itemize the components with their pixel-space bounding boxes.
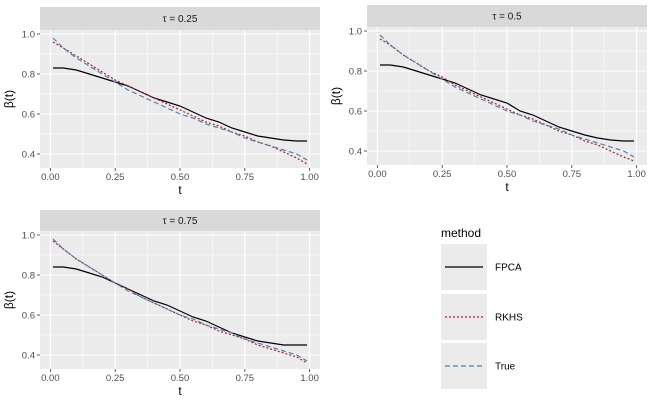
facet-strip-label: τ = 0.75 — [163, 216, 198, 227]
series-line-fpca — [380, 64, 634, 142]
y-tick-label: 1.0 — [22, 231, 35, 242]
series-line-true — [52, 238, 308, 362]
y-tick-label: 0.6 — [349, 107, 362, 118]
x-tick-label: 0.75 — [563, 169, 582, 180]
y-tick-label: 0.6 — [22, 311, 35, 322]
series-line-fpca — [53, 67, 307, 142]
facet-panel-1: τ = 0.25 0.00 0.25 0.50 0.75 1.00 0.4 0.6 0.8 1.0… — [2, 7, 320, 197]
legend-label: True — [495, 362, 516, 373]
x-tick-label: 0.00 — [368, 169, 387, 180]
facet-panel-3: τ = 0.75 0.00 0.25 0.50 0.75 1.00 0.4 0.6 0.8 1.0… — [2, 210, 320, 398]
x-tick-label: 0.25 — [106, 172, 125, 183]
x-tick-label: 0.75 — [236, 172, 255, 183]
series-line-true — [379, 34, 635, 158]
x-axis-title: t — [178, 384, 182, 398]
legend-label: FPCA — [495, 263, 522, 274]
x-tick-label: 0.50 — [171, 172, 190, 183]
series-line-true — [52, 37, 308, 161]
y-tick-label: 0.8 — [22, 70, 35, 81]
x-tick-label: 0.75 — [236, 373, 255, 384]
y-tick-label: 1.0 — [349, 27, 362, 38]
y-tick-label: 0.4 — [349, 147, 362, 158]
x-tick-label: 0.00 — [41, 373, 60, 384]
x-axis-title: t — [505, 180, 509, 194]
y-tick-label: 1.0 — [22, 30, 35, 41]
x-tick-label: 1.00 — [627, 169, 646, 180]
legend-item-true: True — [441, 343, 516, 389]
facet-strip — [40, 7, 320, 30]
y-tick-label: 0.4 — [22, 150, 35, 161]
x-tick-label: 0.25 — [433, 169, 452, 180]
y-tick-label: 0.6 — [22, 110, 35, 121]
x-axis-title: t — [178, 183, 182, 197]
y-tick-label: 0.8 — [349, 67, 362, 78]
y-tick-label: 0.4 — [22, 351, 35, 362]
legend-item-rkhs: RKHS — [441, 294, 523, 340]
y-axis-title: β(t) — [2, 90, 16, 108]
facet-strip — [367, 5, 647, 27]
x-tick-label: 0.50 — [498, 169, 517, 180]
y-axis-title: β(t) — [329, 87, 343, 105]
legend-item-fpca: FPCA — [441, 244, 522, 290]
x-tick-label: 0.50 — [171, 373, 190, 384]
x-tick-label: 0.00 — [41, 172, 60, 183]
series-line-fpca — [53, 266, 307, 346]
x-tick-label: 1.00 — [300, 373, 319, 384]
x-tick-label: 1.00 — [300, 172, 319, 183]
legend-label: RKHS — [495, 313, 523, 324]
legend-title: method — [441, 226, 481, 240]
facet-strip-label: τ = 0.5 — [492, 12, 522, 23]
facet-panel-2: τ = 0.5 0.00 0.25 0.50 0.75 1.00 0.4 0.6 0.8 1.0 t… — [329, 5, 647, 194]
y-axis-title: β(t) — [2, 291, 16, 309]
facet-strip — [40, 210, 320, 231]
facet-strip-label: τ = 0.25 — [163, 14, 198, 25]
y-tick-label: 0.8 — [22, 271, 35, 282]
x-tick-label: 0.25 — [106, 373, 125, 384]
legend-key-background — [441, 294, 487, 340]
legend: method FPCA RKHS True — [441, 226, 523, 389]
